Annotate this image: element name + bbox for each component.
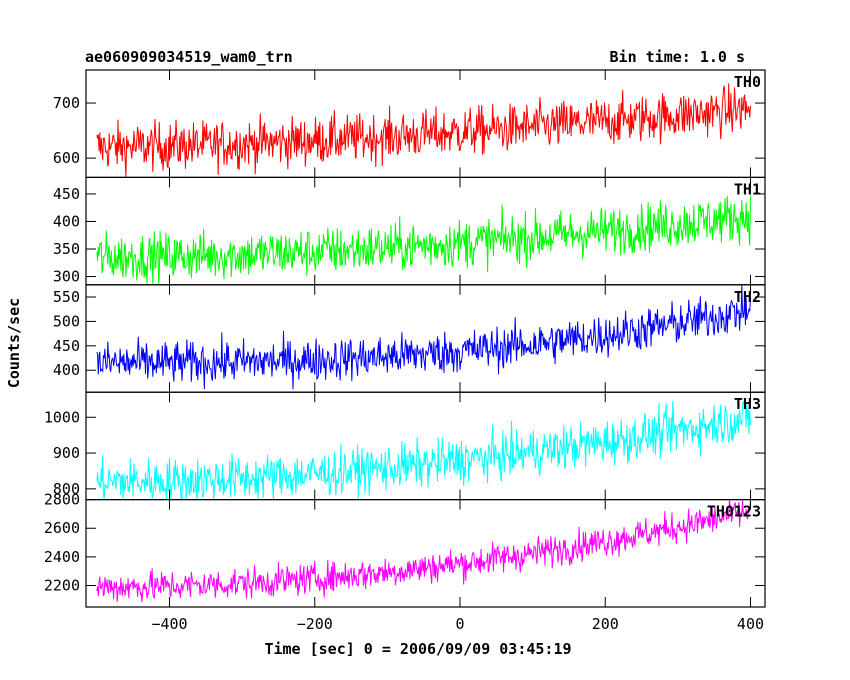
x-tick-label: 200 <box>592 615 619 633</box>
panel-label-th1: TH1 <box>734 180 761 198</box>
series-th1-line <box>96 195 751 285</box>
panel-label-th0123: TH0123 <box>707 503 761 521</box>
panel-frame <box>85 499 766 608</box>
y-tick-label: 450 <box>53 337 80 355</box>
y-tick-label: 2800 <box>44 491 80 509</box>
y-tick-label: 600 <box>53 149 80 167</box>
y-tick-label: 500 <box>53 312 80 330</box>
panel-label-th2: TH2 <box>734 288 761 306</box>
y-tick-label: 800 <box>53 480 80 498</box>
panel-th0123: 2200 2400 2600 2800 TH0123 <box>44 491 766 608</box>
series-th0-line <box>96 83 751 178</box>
series-th3-line <box>96 400 751 500</box>
panels-group: 600 700 TH0 300 350 400 450 TH1 400 450 500 550 TH2 8… <box>44 69 766 608</box>
y-tick-label: 700 <box>53 94 80 112</box>
panel-th1: 300 350 400 450 TH1 <box>53 176 766 286</box>
panel-th0: 600 700 TH0 <box>53 69 766 179</box>
y-axis-label: Counts/sec <box>5 298 23 388</box>
series-th0123-line <box>96 499 751 602</box>
y-tick-label: 400 <box>53 212 80 230</box>
y-tick-label: 450 <box>53 185 80 203</box>
y-tick-label: 1000 <box>44 408 80 426</box>
bin-time-label: Bin time: 1.0 s <box>610 48 745 66</box>
y-tick-label: 300 <box>53 268 80 286</box>
y-tick-label: 350 <box>53 240 80 258</box>
y-tick-label: 2400 <box>44 548 80 566</box>
x-tick-label: 400 <box>737 615 764 633</box>
y-tick-label: 550 <box>53 288 80 306</box>
panel-frame <box>85 284 766 393</box>
y-tick-label: 900 <box>53 444 80 462</box>
panel-th2: 400 450 500 550 TH2 <box>53 284 766 393</box>
x-tick-label: 0 <box>455 615 464 633</box>
x-axis-label: Time [sec] 0 = 2006/09/09 03:45:19 <box>264 640 571 658</box>
chart-title: ae060909034519_wam0_trn <box>85 48 293 66</box>
panel-th3: 800 900 1000 TH3 <box>44 391 766 501</box>
y-tick-label: 2200 <box>44 577 80 595</box>
panel-label-th3: TH3 <box>734 395 761 413</box>
y-tick-label: 2600 <box>44 519 80 537</box>
y-tick-label: 400 <box>53 361 80 379</box>
panel-label-th0: TH0 <box>734 73 761 91</box>
x-tick-label: −200 <box>297 615 333 633</box>
x-axis-tick-labels: −400 −200 0 200 400 <box>151 615 764 633</box>
series-th2-line <box>96 284 751 390</box>
x-tick-label: −400 <box>151 615 187 633</box>
panel-frame <box>85 391 766 501</box>
